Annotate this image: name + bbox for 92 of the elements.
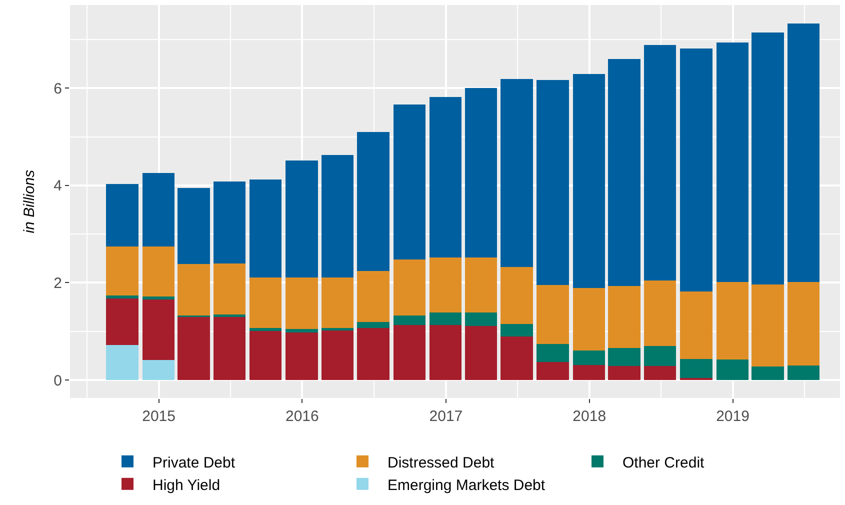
bar (680, 48, 712, 292)
bar (213, 263, 246, 314)
x-tick-label: 2017 (429, 408, 463, 425)
bar (213, 316, 246, 380)
bar (536, 80, 569, 286)
bar (464, 312, 498, 326)
bar (321, 277, 354, 328)
bar (106, 344, 138, 380)
bar (357, 322, 390, 328)
bar (429, 325, 462, 380)
bar (716, 42, 748, 282)
bar (106, 298, 138, 345)
bar (250, 330, 282, 380)
bar (536, 344, 569, 362)
bar (250, 180, 282, 278)
bar (250, 277, 282, 328)
x-tick-label: 2016 (285, 408, 319, 425)
bar (644, 366, 676, 380)
bar (608, 286, 640, 348)
bar (644, 346, 676, 366)
bar (393, 325, 426, 380)
bar (250, 328, 282, 331)
bar (608, 58, 640, 286)
bar (464, 88, 498, 258)
bar (429, 312, 462, 326)
legend-label: Other Credit (622, 454, 706, 472)
bar (787, 23, 820, 282)
bar (321, 154, 354, 278)
bar (536, 362, 569, 380)
bar (321, 330, 354, 380)
bar (429, 96, 462, 258)
legend-label: Distressed Debt (388, 454, 496, 472)
bar (213, 314, 246, 317)
bar (536, 285, 569, 344)
bar (178, 316, 210, 380)
bar (106, 295, 138, 298)
bar (393, 259, 426, 316)
bar (572, 364, 606, 380)
legend-label: Private Debt (152, 454, 236, 472)
x-tick-label: 2018 (572, 408, 606, 425)
bar (286, 332, 318, 380)
legend-label: Emerging Markets Debt (388, 476, 546, 494)
bar (142, 296, 174, 300)
bar (321, 328, 354, 330)
bar (752, 32, 784, 285)
bar (286, 328, 318, 332)
bar (500, 267, 533, 324)
bar (357, 132, 390, 272)
x-tick-label: 2015 (142, 408, 176, 425)
bar (716, 360, 748, 380)
bar (644, 44, 676, 280)
bar (106, 246, 138, 296)
bar (106, 184, 138, 247)
bar (357, 271, 390, 322)
bar (752, 366, 784, 380)
bar (178, 264, 210, 316)
bar (500, 336, 533, 380)
x-tick-label: 2019 (716, 408, 750, 425)
bar (680, 291, 712, 360)
bar (464, 257, 498, 312)
bar (178, 188, 210, 264)
bar (500, 78, 533, 268)
bar (644, 280, 676, 346)
bar (716, 282, 748, 360)
bar (608, 348, 640, 366)
bar (500, 324, 533, 337)
legend-label: High Yield (152, 476, 220, 494)
bar (142, 246, 174, 296)
y-tick-label: 6 (54, 80, 62, 98)
bar (429, 257, 462, 312)
bar (572, 350, 606, 365)
y-tick-label: 0 (54, 372, 62, 390)
bar (464, 326, 498, 380)
bar (787, 282, 820, 366)
bar (752, 284, 784, 366)
bar (608, 366, 640, 380)
bar (286, 277, 318, 329)
bar (286, 160, 318, 278)
bar (393, 104, 426, 260)
bar (357, 328, 390, 380)
bar (787, 365, 820, 380)
bar (393, 315, 426, 326)
bar (572, 74, 606, 288)
bar (142, 172, 174, 246)
y-tick-label: 4 (54, 178, 62, 195)
bar (142, 360, 174, 380)
y-tick-label: 2 (54, 274, 62, 292)
bar (142, 299, 174, 360)
bar (680, 359, 712, 378)
bar (572, 288, 606, 350)
bar (213, 182, 246, 264)
y-axis-title: in Billions (20, 169, 38, 234)
